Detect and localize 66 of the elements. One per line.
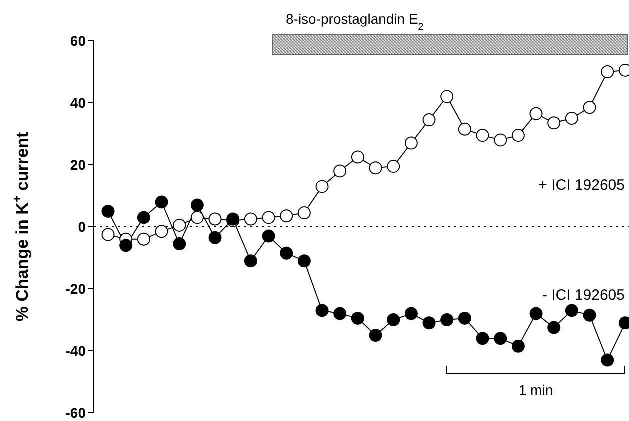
point <box>334 307 347 320</box>
point <box>190 198 204 212</box>
point <box>601 354 614 367</box>
y-tick-label: 40 <box>70 94 86 111</box>
y-tick-label: -20 <box>66 280 86 297</box>
point <box>458 312 472 325</box>
point <box>120 239 133 252</box>
annotation: 1 min <box>518 382 554 398</box>
point <box>583 308 596 322</box>
point <box>280 246 294 260</box>
point <box>548 321 561 334</box>
point <box>190 211 204 224</box>
point <box>387 160 400 174</box>
point <box>208 231 222 244</box>
y-tick-label: 20 <box>70 156 86 173</box>
point <box>262 211 276 224</box>
point <box>262 230 276 243</box>
point <box>512 129 525 142</box>
point <box>155 196 168 209</box>
point <box>244 254 258 268</box>
point <box>530 107 543 120</box>
point <box>404 136 418 150</box>
point <box>244 212 258 226</box>
point <box>137 232 150 246</box>
point <box>601 66 614 78</box>
point <box>102 205 115 218</box>
point <box>369 162 382 175</box>
point <box>440 90 454 104</box>
point <box>137 211 150 224</box>
point <box>494 332 508 346</box>
point <box>102 228 115 242</box>
point <box>404 307 418 320</box>
point <box>298 254 311 268</box>
point <box>583 101 596 114</box>
point <box>476 332 490 346</box>
y-tick-label: -60 <box>66 404 86 421</box>
series-label: - ICI 192605 <box>542 287 625 304</box>
point <box>458 122 472 136</box>
point <box>548 116 561 130</box>
point <box>530 307 543 320</box>
point <box>173 218 186 232</box>
point <box>208 212 222 226</box>
text: + ICI 192605 <box>538 177 625 194</box>
point <box>512 340 525 353</box>
point <box>351 312 364 325</box>
point <box>565 112 578 125</box>
point <box>422 316 436 330</box>
point <box>351 150 364 164</box>
point <box>476 129 490 142</box>
point <box>316 304 329 318</box>
point <box>440 314 454 326</box>
point <box>155 225 168 238</box>
y-tick-label: -40 <box>66 342 86 359</box>
point <box>387 314 400 326</box>
point <box>316 180 329 194</box>
text: 8-iso-prostaglandin E$_{2}$ <box>286 11 424 32</box>
y-tick-label: 60 <box>70 32 86 49</box>
point <box>422 114 436 127</box>
point <box>173 238 186 251</box>
point <box>298 206 311 220</box>
point <box>494 134 508 147</box>
point <box>334 164 347 178</box>
point <box>565 304 578 318</box>
y-tick-label: 0 <box>78 218 86 235</box>
point <box>280 210 294 223</box>
point <box>369 329 382 342</box>
